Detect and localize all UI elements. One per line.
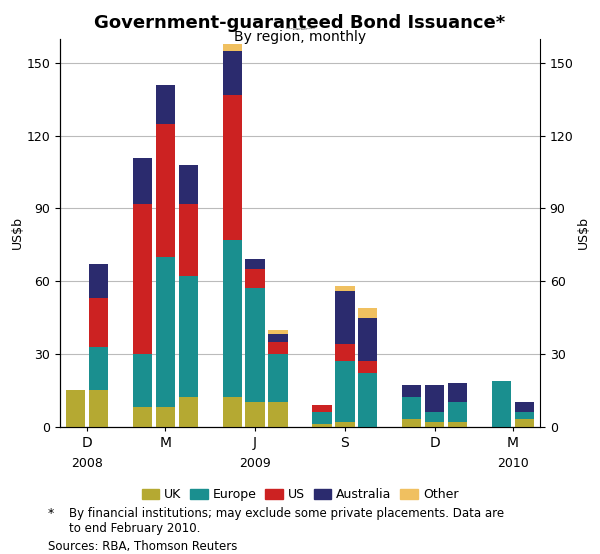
Bar [155,407,175,427]
Bar [155,124,175,257]
Bar [402,419,421,427]
Bar [223,51,242,95]
Text: 2010: 2010 [497,457,529,470]
Bar [515,419,534,427]
Bar [515,412,534,419]
Bar [133,157,152,203]
Bar [179,203,198,276]
Bar [313,405,332,412]
Bar [402,386,421,398]
Bar [448,402,467,422]
Bar [155,85,175,124]
Bar [425,412,445,422]
Bar [245,289,265,402]
Bar [155,257,175,407]
Bar [245,402,265,427]
Bar [425,386,445,412]
Bar [89,347,108,390]
Bar [268,342,287,354]
Bar [133,203,152,354]
Text: Government-guaranteed Bond Issuance*: Government-guaranteed Bond Issuance* [94,14,506,32]
Text: Sources: RBA, Thomson Reuters: Sources: RBA, Thomson Reuters [48,540,238,553]
Bar [223,240,242,398]
Bar [245,269,265,289]
Bar [358,317,377,361]
Bar [179,165,198,203]
Bar [492,381,511,427]
Bar [89,264,108,298]
Bar [335,286,355,291]
Bar [245,259,265,269]
Bar [89,390,108,427]
Text: 2009: 2009 [239,457,271,470]
Bar [358,308,377,317]
Bar [313,424,332,427]
Text: 2008: 2008 [71,457,103,470]
Bar [335,344,355,361]
Bar [358,373,377,427]
Bar [268,335,287,342]
Text: By region, monthly: By region, monthly [234,30,366,44]
Bar [179,276,198,398]
Bar [425,422,445,427]
Bar [448,422,467,427]
Bar [268,402,287,427]
Bar [89,298,108,347]
Bar [335,422,355,427]
Bar [66,390,85,427]
Bar [133,354,152,407]
Title: Government-guaranteed Bond Issuance*
By region, monthly: Government-guaranteed Bond Issuance* By … [286,28,314,30]
Bar [402,398,421,419]
Bar [335,361,355,422]
Bar [515,402,534,412]
Bar [133,407,152,427]
Bar [335,291,355,344]
Bar [448,383,467,402]
Y-axis label: US$b: US$b [11,216,23,249]
Bar [268,354,287,402]
Bar [268,330,287,335]
Bar [179,398,198,427]
Y-axis label: US$b: US$b [577,216,589,249]
Text: By financial institutions; may exclude some private placements. Data are
to end : By financial institutions; may exclude s… [69,507,504,535]
Bar [223,398,242,427]
Text: *: * [48,507,54,520]
Bar [223,95,242,240]
Legend: UK, Europe, US, Australia, Other: UK, Europe, US, Australia, Other [137,483,463,506]
Bar [358,361,377,373]
Bar [223,44,242,51]
Bar [313,412,332,424]
